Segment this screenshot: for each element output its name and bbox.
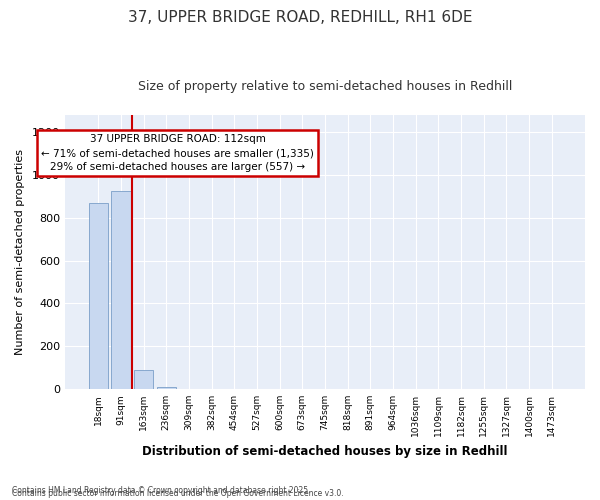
- Title: Size of property relative to semi-detached houses in Redhill: Size of property relative to semi-detach…: [138, 80, 512, 93]
- Y-axis label: Number of semi-detached properties: Number of semi-detached properties: [15, 149, 25, 355]
- Bar: [111, 192, 131, 389]
- X-axis label: Distribution of semi-detached houses by size in Redhill: Distribution of semi-detached houses by …: [142, 444, 508, 458]
- Bar: [157, 388, 176, 389]
- Text: 37 UPPER BRIDGE ROAD: 112sqm
← 71% of semi-detached houses are smaller (1,335)
2: 37 UPPER BRIDGE ROAD: 112sqm ← 71% of se…: [41, 134, 314, 172]
- Bar: [89, 204, 108, 389]
- Text: 37, UPPER BRIDGE ROAD, REDHILL, RH1 6DE: 37, UPPER BRIDGE ROAD, REDHILL, RH1 6DE: [128, 10, 472, 25]
- Text: Contains HM Land Registry data © Crown copyright and database right 2025.: Contains HM Land Registry data © Crown c…: [12, 486, 311, 495]
- Text: Contains public sector information licensed under the Open Government Licence v3: Contains public sector information licen…: [12, 490, 344, 498]
- Bar: [134, 370, 153, 389]
